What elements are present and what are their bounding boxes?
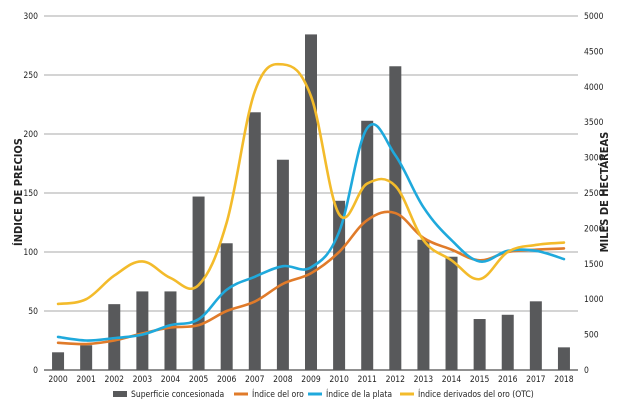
left-tick-label: 150 — [23, 189, 38, 199]
x-tick-label: 2006 — [217, 375, 237, 385]
axes: 0501001502002503000500100015002000250030… — [23, 12, 603, 385]
x-tick-label: 2009 — [301, 375, 321, 385]
bar-2013 — [417, 239, 430, 370]
left-tick-label: 100 — [23, 248, 38, 258]
left-tick-label: 50 — [28, 307, 38, 317]
legend-swatch-bars — [113, 391, 127, 397]
x-tick-label: 2017 — [526, 375, 546, 385]
right-tick-label: 3000 — [584, 154, 604, 164]
legend-label-otc: Índice derivados del oro (OTC) — [418, 388, 534, 400]
left-tick-label: 300 — [23, 12, 38, 22]
legend-label-gold: Índice del oro — [252, 388, 304, 400]
x-tick-label: 2002 — [105, 375, 125, 385]
bar-series — [52, 34, 570, 371]
right-tick-label: 4000 — [584, 83, 604, 93]
x-tick-label: 2007 — [245, 375, 265, 385]
left-tick-label: 0 — [33, 366, 38, 376]
left-axis-title: ÍNDICE DE PRECIOS — [12, 138, 25, 246]
bar-2012 — [389, 66, 402, 370]
line-series — [56, 62, 566, 346]
bar-2007 — [248, 112, 261, 371]
bar-2006 — [220, 243, 233, 370]
x-tick-label: 2013 — [414, 375, 434, 385]
right-tick-label: 2500 — [584, 189, 604, 199]
bar-2018 — [557, 347, 570, 370]
x-tick-label: 2005 — [189, 375, 209, 385]
right-tick-label: 500 — [584, 331, 599, 341]
right-tick-label: 0 — [584, 366, 589, 376]
x-tick-label: 2000 — [48, 375, 68, 385]
x-tick-label: 2003 — [133, 375, 153, 385]
bar-2003 — [136, 291, 149, 370]
x-tick-label: 2011 — [357, 375, 377, 385]
legend-label-silver: Índice de la plata — [326, 388, 392, 400]
line-silver-index — [56, 123, 566, 342]
x-tick-label: 2016 — [498, 375, 518, 385]
x-tick-label: 2018 — [554, 375, 574, 385]
right-tick-label: 1500 — [584, 260, 604, 270]
right-axis-title: MILES DE HECTÁREAS — [598, 132, 611, 253]
line-otc-index — [56, 62, 566, 306]
left-tick-label: 250 — [23, 71, 38, 81]
right-tick-label: 1000 — [584, 295, 604, 305]
bar-2001 — [80, 345, 93, 370]
bar-2009 — [305, 34, 317, 371]
bar-2017 — [529, 301, 542, 370]
bar-2011 — [361, 120, 374, 370]
legend: Superficie concesionada Índice del oro Í… — [113, 388, 534, 400]
bar-2010 — [333, 200, 346, 370]
right-tick-label: 2000 — [584, 224, 604, 234]
legend-label-bars: Superficie concesionada — [131, 390, 224, 400]
x-tick-label: 2001 — [76, 375, 96, 385]
x-tick-label: 2008 — [273, 375, 293, 385]
right-tick-label: 4500 — [584, 47, 604, 57]
bar-2000 — [52, 352, 65, 370]
x-tick-label: 2014 — [442, 375, 462, 385]
right-tick-label: 3500 — [584, 118, 604, 128]
left-tick-label: 200 — [23, 130, 38, 140]
right-tick-label: 5000 — [584, 12, 604, 22]
x-tick-label: 2012 — [386, 375, 406, 385]
bar-2014 — [445, 256, 458, 370]
bar-2016 — [501, 314, 514, 370]
x-tick-label: 2010 — [329, 375, 349, 385]
bar-2004 — [164, 291, 177, 370]
x-tick-label: 2004 — [161, 375, 181, 385]
x-tick-label: 2015 — [470, 375, 490, 385]
bar-2015 — [473, 319, 486, 370]
